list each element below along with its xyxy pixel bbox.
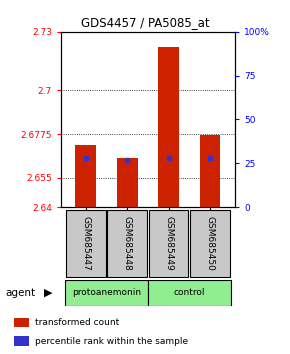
Text: GDS4457 / PA5085_at: GDS4457 / PA5085_at [81,16,209,29]
Bar [107,210,147,277]
Text: transformed count: transformed count [35,318,119,327]
Bar [190,210,230,277]
Text: agent: agent [6,288,36,298]
Bar [65,280,148,306]
Text: GSM685449: GSM685449 [164,216,173,271]
Bar [117,159,137,207]
Bar [75,145,96,207]
Text: GSM685450: GSM685450 [206,216,215,271]
Bar [149,210,188,277]
Bar [14,318,29,327]
Text: GSM685447: GSM685447 [81,216,90,271]
Bar [66,210,106,277]
Text: GSM685448: GSM685448 [123,216,132,271]
Bar [148,280,231,306]
Text: ▶: ▶ [44,288,52,298]
Text: protoanemonin: protoanemonin [72,289,141,297]
Text: percentile rank within the sample: percentile rank within the sample [35,337,188,346]
Bar [14,336,29,346]
Bar [158,47,179,207]
Text: control: control [174,289,205,297]
Bar [200,135,220,207]
